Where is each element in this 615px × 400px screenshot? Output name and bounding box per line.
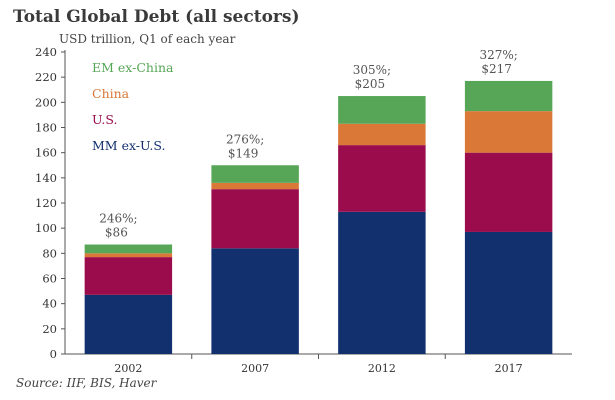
bar-segment-u-s bbox=[84, 257, 173, 295]
y-tick-label: 140 bbox=[35, 171, 57, 185]
y-tick-label: 60 bbox=[42, 272, 57, 286]
y-tick-label: 100 bbox=[35, 221, 57, 235]
x-tick-label: 2012 bbox=[368, 362, 396, 375]
bar-segment-mm-ex-u-s bbox=[464, 231, 553, 354]
legend-entry: MM ex-U.S. bbox=[92, 138, 165, 153]
bar-segment-u-s bbox=[464, 152, 553, 232]
bar-annotation-total: $205 bbox=[355, 77, 386, 91]
y-tick-label: 40 bbox=[42, 297, 57, 311]
x-tick-label: 2017 bbox=[495, 362, 523, 375]
bar-segment-china bbox=[84, 253, 173, 258]
bar-segment-u-s bbox=[338, 145, 426, 212]
y-tick-label: 220 bbox=[35, 70, 57, 84]
bar-segment-china bbox=[464, 111, 553, 153]
legend-entry: China bbox=[92, 86, 130, 101]
y-tick-label: 240 bbox=[35, 45, 57, 59]
bar-annotation-pct: 246%; bbox=[99, 212, 137, 226]
legend-entry: EM ex-China bbox=[92, 60, 174, 75]
bar-segment-em-ex-china bbox=[464, 80, 553, 112]
x-tick-label: 2002 bbox=[114, 362, 142, 375]
bar-annotation-pct: 305%; bbox=[353, 63, 391, 77]
bar-segment-mm-ex-u-s bbox=[338, 211, 426, 354]
bar-annotation-total: $86 bbox=[105, 226, 128, 240]
x-tick-label: 2007 bbox=[241, 362, 269, 375]
bar-segment-em-ex-china bbox=[338, 96, 426, 124]
bar-segment-em-ex-china bbox=[211, 165, 299, 183]
y-tick-label: 180 bbox=[35, 121, 57, 135]
bar-segment-u-s bbox=[211, 189, 299, 249]
bar-annotation-pct: 327%; bbox=[479, 48, 517, 62]
y-tick-label: 160 bbox=[35, 146, 57, 160]
legend-entry: U.S. bbox=[92, 112, 117, 127]
y-tick-label: 200 bbox=[35, 95, 57, 109]
bar-annotation-total: $149 bbox=[228, 146, 259, 160]
bar-segment-mm-ex-u-s bbox=[211, 248, 299, 354]
bar-segment-china bbox=[338, 123, 426, 146]
bar-annotation-total: $217 bbox=[481, 62, 512, 76]
y-tick-label: 0 bbox=[50, 347, 57, 361]
y-tick-label: 80 bbox=[42, 246, 57, 260]
chart-title: Total Global Debt (all sectors) bbox=[13, 7, 300, 27]
bar-segment-china bbox=[211, 182, 299, 190]
y-tick-label: 120 bbox=[35, 196, 57, 210]
y-tick-label: 20 bbox=[42, 322, 57, 336]
chart-subtitle: USD trillion, Q1 of each year bbox=[59, 32, 236, 46]
bar-segment-mm-ex-u-s bbox=[84, 294, 173, 354]
source-note: Source: IIF, BIS, Haver bbox=[16, 376, 157, 390]
bar-segment-em-ex-china bbox=[84, 244, 173, 254]
bar-annotation-pct: 276%; bbox=[226, 132, 264, 146]
